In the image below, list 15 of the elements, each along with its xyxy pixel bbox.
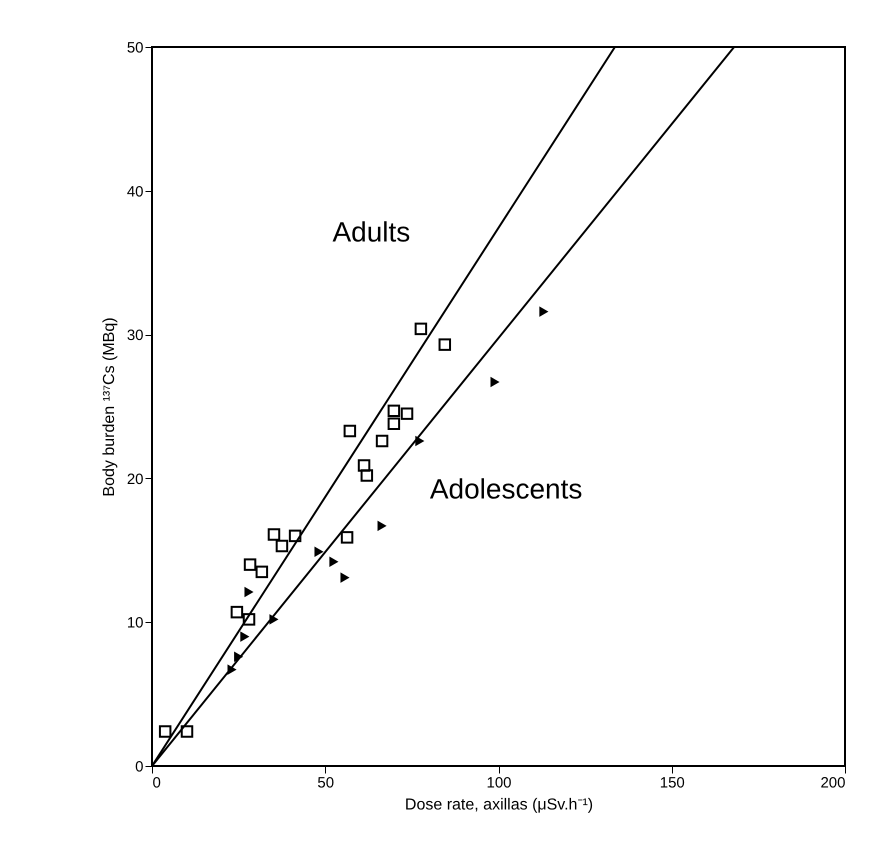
x-tick-label: 200 — [820, 774, 846, 792]
y-tick-label: 10 — [126, 614, 144, 632]
x-axis-title: Dose rate, axillas (μSv.h⁻¹) — [404, 796, 594, 814]
y-tick-label: 40 — [126, 183, 144, 200]
y-tick-label: 50 — [126, 40, 144, 56]
series-label: Adolescents — [430, 473, 582, 504]
x-tick-label: 0 — [152, 774, 161, 792]
x-tick-label: 100 — [486, 774, 512, 792]
x-tick-label: 50 — [317, 774, 334, 792]
x-tick-label: 150 — [660, 774, 685, 792]
y-axis-title: Body burden ¹³⁷Cs (MBq) — [100, 317, 118, 497]
y-tick-label: 0 — [135, 758, 144, 776]
y-tick-label: 20 — [126, 470, 144, 488]
y-tick-label: 30 — [126, 327, 144, 344]
text: Adults — [332, 216, 410, 248]
